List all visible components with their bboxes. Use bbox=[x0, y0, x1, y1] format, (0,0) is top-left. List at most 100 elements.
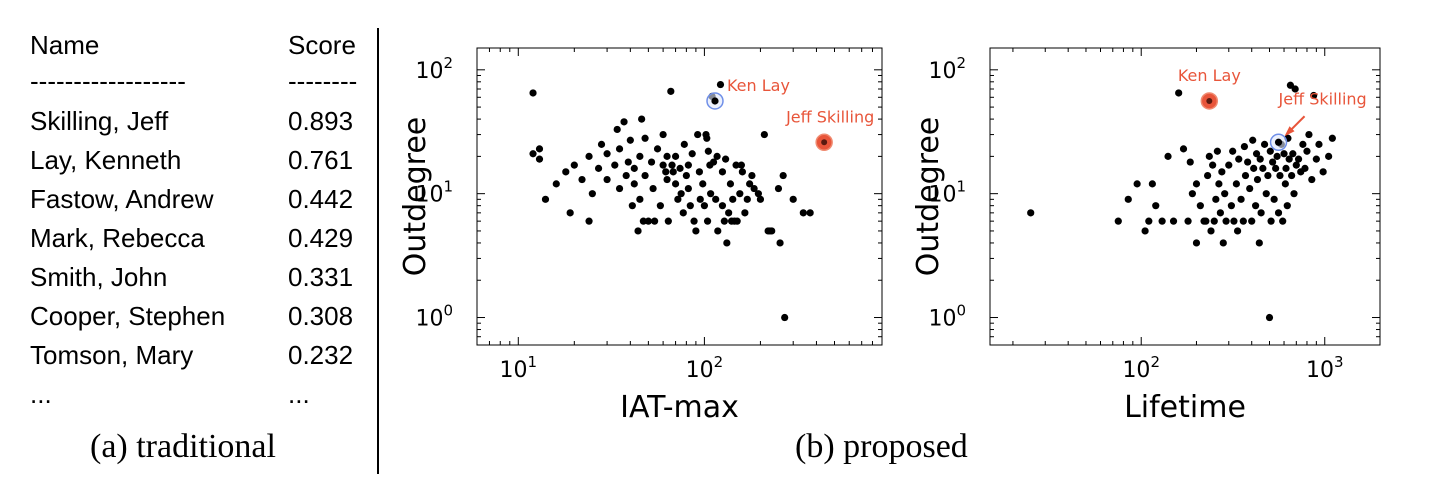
data-point bbox=[1192, 180, 1201, 188]
data-point bbox=[1285, 155, 1293, 163]
data-point bbox=[1239, 217, 1247, 225]
data-point bbox=[1196, 202, 1204, 210]
data-point bbox=[659, 161, 667, 169]
x-axis-label: Lifetime bbox=[1124, 390, 1246, 425]
data-point bbox=[692, 227, 700, 235]
data-point bbox=[594, 164, 603, 172]
row-score: 0.308 bbox=[288, 301, 354, 331]
data-point bbox=[529, 89, 537, 97]
data-point bbox=[641, 134, 649, 142]
data-point bbox=[738, 168, 746, 176]
data-point bbox=[1192, 239, 1201, 247]
data-point bbox=[799, 209, 807, 217]
x-tick-label: 101 bbox=[500, 353, 538, 383]
x-tick-label: 103 bbox=[1306, 353, 1344, 383]
data-point bbox=[718, 168, 727, 176]
data-point bbox=[1227, 202, 1235, 210]
data-point bbox=[541, 195, 550, 203]
data-point bbox=[671, 152, 680, 160]
data-point bbox=[1216, 209, 1224, 217]
data-point bbox=[552, 180, 560, 188]
data-point bbox=[714, 227, 722, 235]
data-point bbox=[669, 168, 677, 176]
data-point bbox=[578, 175, 586, 184]
data-point bbox=[700, 202, 709, 210]
data-point bbox=[1202, 217, 1210, 225]
data-point bbox=[716, 80, 725, 89]
data-point bbox=[626, 136, 634, 144]
data-point bbox=[1319, 168, 1327, 176]
data-point bbox=[1237, 195, 1245, 203]
data-point bbox=[712, 195, 720, 203]
data-point bbox=[638, 115, 646, 123]
data-point bbox=[1325, 152, 1333, 160]
data-point bbox=[1248, 217, 1256, 225]
data-point bbox=[696, 195, 704, 203]
data-point bbox=[1241, 171, 1250, 180]
plot-frame bbox=[476, 47, 883, 346]
data-point bbox=[1303, 147, 1311, 155]
data-point bbox=[535, 155, 544, 163]
data-point bbox=[1229, 147, 1237, 155]
data-point bbox=[622, 171, 630, 180]
data-point bbox=[1267, 217, 1275, 225]
data-point bbox=[1294, 155, 1303, 163]
data-point bbox=[1250, 164, 1258, 172]
data-point bbox=[703, 134, 711, 142]
data-point bbox=[1124, 195, 1132, 203]
data-point bbox=[776, 239, 784, 247]
data-point bbox=[588, 190, 596, 198]
data-point bbox=[649, 184, 657, 193]
data-point bbox=[1305, 130, 1313, 139]
data-point bbox=[781, 313, 789, 322]
data-point bbox=[636, 195, 644, 203]
data-point bbox=[1219, 239, 1227, 247]
data-point bbox=[1215, 180, 1223, 188]
data-point bbox=[630, 164, 638, 172]
data-point bbox=[1276, 171, 1284, 180]
data-point bbox=[695, 168, 704, 176]
data-point bbox=[1315, 140, 1323, 148]
data-point bbox=[656, 202, 664, 210]
row-score: 0.429 bbox=[288, 223, 354, 253]
data-point bbox=[684, 184, 692, 193]
data-point bbox=[1328, 134, 1336, 142]
data-point bbox=[570, 161, 578, 169]
data-point bbox=[639, 217, 647, 225]
data-point bbox=[1269, 158, 1277, 166]
data-point bbox=[634, 227, 642, 235]
data-point bbox=[647, 158, 656, 166]
data-point bbox=[1292, 161, 1300, 169]
data-point bbox=[679, 209, 687, 217]
data-point bbox=[1186, 158, 1194, 166]
data-point bbox=[1218, 168, 1226, 176]
row-name: Cooper, Stephen bbox=[30, 301, 226, 331]
highlight-label: Jeff Skilling bbox=[785, 107, 874, 126]
data-point bbox=[729, 195, 737, 203]
data-point bbox=[597, 140, 606, 148]
data-point bbox=[668, 161, 676, 169]
data-point bbox=[1027, 209, 1035, 217]
x-axis-label: IAT-max bbox=[620, 390, 739, 425]
data-point bbox=[750, 184, 758, 193]
data-point bbox=[613, 125, 621, 134]
data-point bbox=[1308, 175, 1316, 184]
data-point bbox=[1158, 217, 1166, 225]
data-point bbox=[743, 195, 751, 203]
data-point bbox=[1280, 150, 1288, 158]
data-point bbox=[774, 184, 783, 193]
data-point bbox=[737, 161, 745, 169]
separator-score: -------- bbox=[288, 66, 358, 96]
highlight-point bbox=[1274, 138, 1283, 146]
data-point bbox=[620, 118, 628, 126]
data-point bbox=[1222, 217, 1230, 225]
data-point bbox=[1207, 227, 1215, 235]
data-point bbox=[1235, 155, 1243, 163]
data-point bbox=[664, 217, 672, 225]
caption-traditional: (a) traditional bbox=[90, 428, 276, 465]
data-point bbox=[1290, 190, 1298, 198]
data-point bbox=[603, 150, 611, 158]
data-point bbox=[1233, 227, 1242, 235]
row-score: 0.893 bbox=[288, 106, 354, 136]
data-point bbox=[624, 158, 632, 166]
